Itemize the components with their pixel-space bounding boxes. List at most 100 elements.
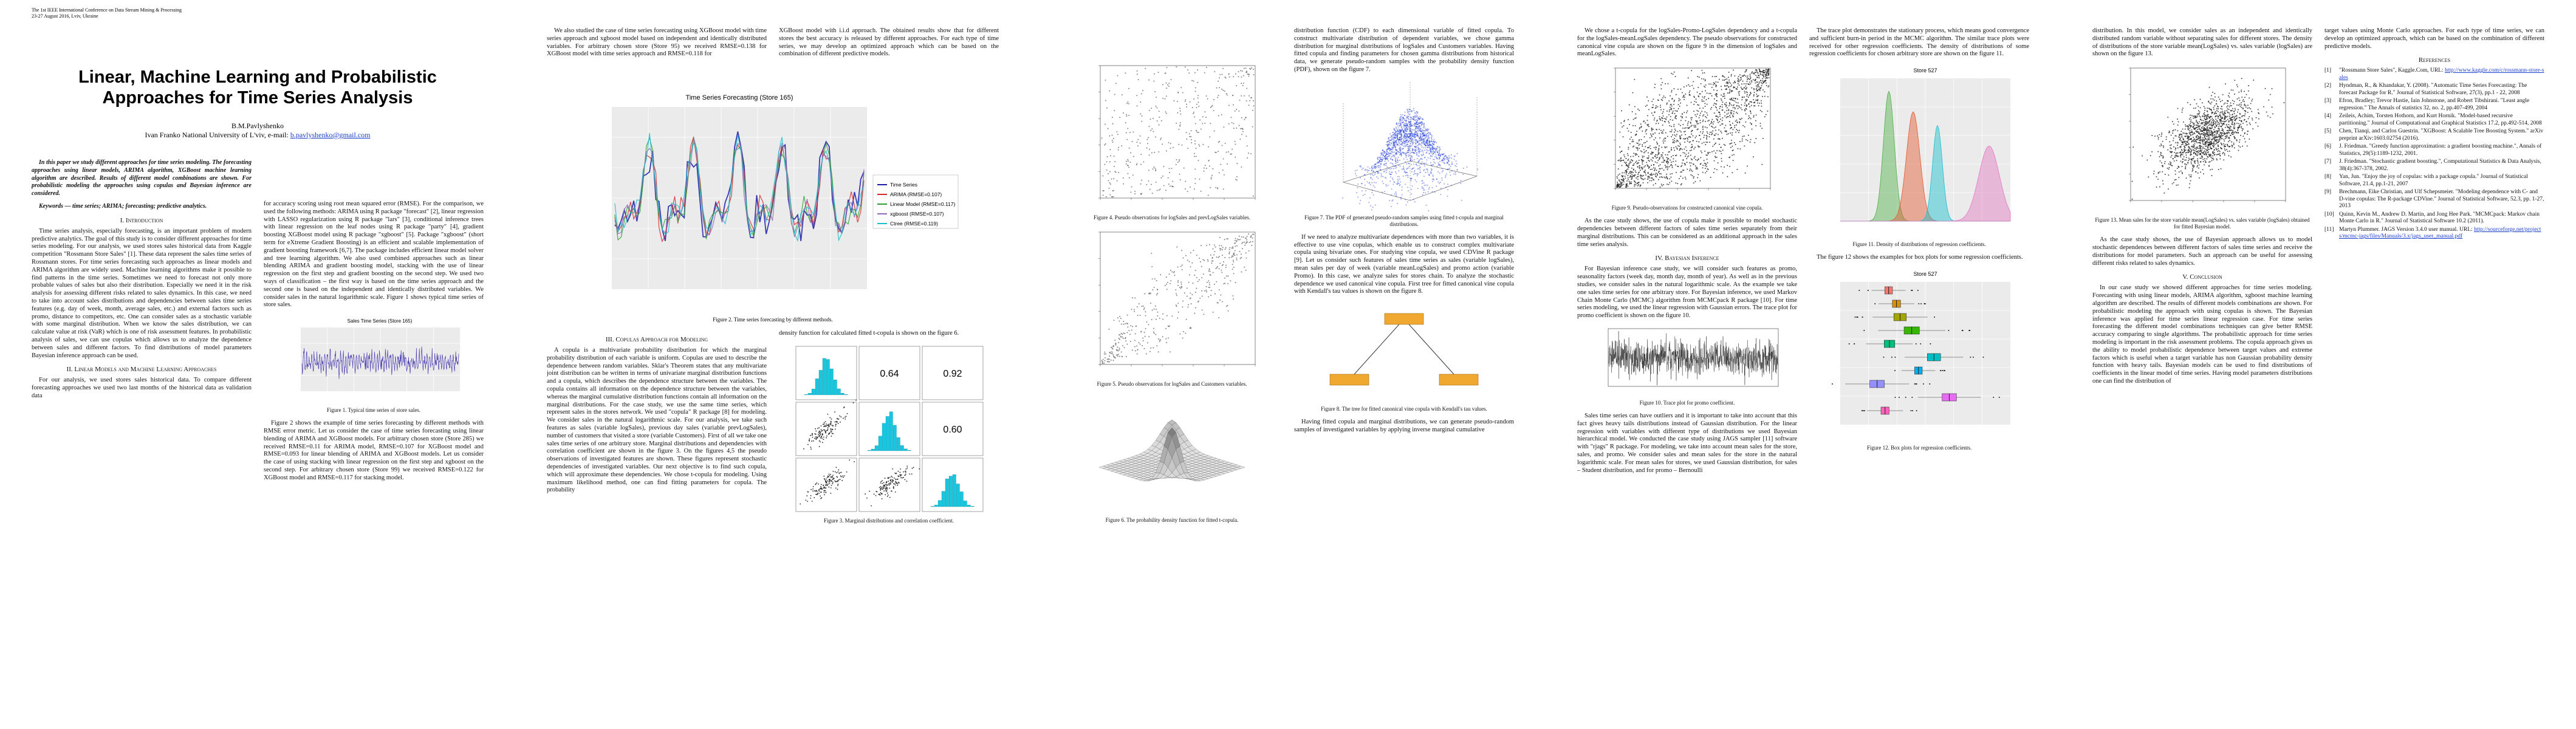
sample-point (1426, 134, 1427, 135)
histogram-bar (896, 437, 900, 451)
sample-point (1436, 165, 1438, 167)
scatter-point (1646, 140, 1648, 142)
scatter-point (1620, 122, 1622, 124)
sample-point (1416, 122, 1417, 123)
scatter-point (1671, 149, 1673, 151)
sample-point (1370, 176, 1372, 178)
scatter-point (1112, 354, 1114, 356)
sample-point (1395, 134, 1397, 135)
scatter-point (888, 483, 889, 485)
scatter-point (1671, 162, 1673, 163)
scatter-point (1668, 109, 1670, 111)
scatter-point (1243, 95, 1245, 97)
scatter-point (1716, 100, 1718, 101)
scatter-point (897, 470, 899, 472)
sample-point (1399, 143, 1401, 145)
scatter-point (1732, 160, 1734, 162)
scatter-point (843, 476, 844, 478)
scatter-point (1634, 153, 1636, 155)
scatter-point (1200, 245, 1202, 247)
scatter-point (824, 430, 826, 432)
scatter-point (1634, 182, 1636, 183)
sample-point (1417, 141, 1419, 143)
scatter-point (1209, 136, 1211, 138)
scatter-point (1244, 244, 1246, 246)
scatter-point (891, 476, 893, 478)
email-link[interactable]: b.pavlyshenko@gmail.com (290, 131, 371, 139)
scatter-point (832, 433, 834, 434)
plot-frame (1615, 67, 1771, 189)
scatter-point (1150, 183, 1152, 185)
scatter-point (1736, 129, 1738, 131)
sample-point (1387, 147, 1389, 149)
sample-point (1391, 139, 1392, 141)
sample-point (1389, 174, 1391, 176)
sample-point (1408, 148, 1410, 149)
scatter-point (1654, 117, 1656, 119)
scatter-point (1704, 168, 1706, 169)
scatter-point (1210, 290, 1212, 292)
scatter-point (1702, 121, 1704, 123)
scatter-point (1760, 71, 1762, 73)
scatter-point (1637, 143, 1639, 145)
sample-point (1369, 182, 1371, 183)
scatter-point (1699, 146, 1701, 148)
scatter-point (1623, 121, 1625, 123)
sample-point (1392, 142, 1394, 144)
sample-point (1401, 142, 1403, 144)
scatter-point (1224, 142, 1226, 144)
scatter-point (1704, 111, 1706, 113)
sample-point (1433, 159, 1434, 160)
sample-point (1394, 182, 1396, 183)
sample-point (1424, 134, 1426, 136)
sample-point (1425, 204, 1427, 206)
scatter-point (1721, 94, 1722, 96)
scatter-point (1651, 101, 1653, 103)
scatter-point (1219, 74, 1221, 75)
scatter-point (811, 500, 813, 502)
scatter-point (1702, 127, 1704, 129)
scatter-point (1762, 80, 1764, 82)
scatter-point (1148, 137, 1149, 139)
scatter-point (1114, 357, 1116, 359)
scatter-point (1724, 127, 1725, 129)
scatter-point (1681, 92, 1683, 94)
sample-point (1414, 112, 1416, 114)
sample-point (1405, 135, 1406, 137)
scatter-point (1676, 171, 1677, 173)
sample-point (1388, 143, 1390, 145)
scatter-point (810, 448, 812, 450)
scatter-point (1671, 166, 1673, 168)
scatter-point (1761, 105, 1762, 107)
scatter-point (1157, 338, 1159, 340)
scatter-point (1167, 84, 1169, 86)
sample-point (1403, 130, 1405, 132)
histogram-bar (837, 388, 841, 395)
sample-point (1412, 168, 1413, 169)
scatter-point (1694, 165, 1696, 167)
sample-point (1391, 139, 1392, 140)
sample-point (1417, 149, 1419, 151)
scatter-point (889, 476, 891, 478)
scatter-point (1153, 308, 1155, 310)
scatter-point (1154, 278, 1156, 279)
scatter-point (1125, 340, 1127, 342)
sample-point (1415, 173, 1417, 174)
sample-point (1391, 142, 1392, 143)
scatter-point (1149, 188, 1151, 190)
sample-point (1422, 135, 1423, 137)
sample-point (1423, 130, 1425, 132)
scatter-point (1758, 77, 1760, 79)
scatter-point (1660, 173, 1662, 175)
sample-point (1399, 149, 1401, 151)
sample-point (1405, 125, 1407, 126)
scatter-point (1763, 74, 1765, 76)
scatter-point (1718, 78, 1720, 80)
scatter-point (820, 437, 821, 439)
sample-point (1428, 140, 1430, 142)
sample-point (1388, 152, 1389, 154)
scatter-point (831, 476, 832, 478)
sample-point (1394, 151, 1396, 152)
scatter-point (1169, 171, 1171, 173)
scatter-point (1163, 166, 1165, 168)
